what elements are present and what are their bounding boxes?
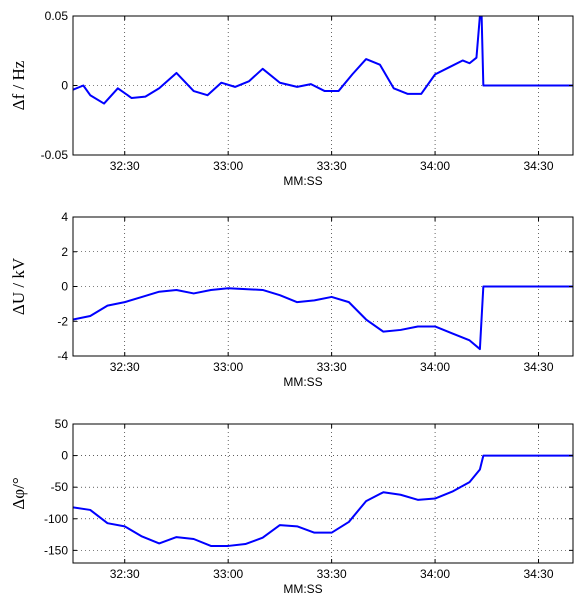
x-tick-label: 34:30	[524, 360, 554, 374]
y-axis-label: Δφ/°	[9, 477, 28, 509]
x-tick-label: 33:00	[213, 567, 243, 581]
y-tick-label: 0.05	[45, 9, 69, 23]
y-tick-label: -2	[57, 314, 68, 328]
x-tick-label: 33:30	[317, 360, 347, 374]
x-tick-label: 32:30	[110, 159, 140, 173]
y-axis-label: ΔU / kV	[9, 257, 28, 315]
x-tick-label: 34:00	[420, 360, 450, 374]
x-tick-label: 34:30	[524, 159, 554, 173]
series-line	[73, 454, 573, 547]
plot-area	[73, 424, 573, 563]
x-tick-label: 34:00	[420, 159, 450, 173]
y-tick-label: 2	[61, 245, 68, 259]
x-tick-label: 32:30	[110, 360, 140, 374]
x-axis-label: MM:SS	[283, 174, 322, 188]
axes-frame	[72, 423, 574, 564]
y-tick-label: -100	[44, 512, 68, 526]
x-tick-label: 34:00	[420, 567, 450, 581]
x-tick-label: 33:00	[213, 360, 243, 374]
x-axis-label: MM:SS	[283, 582, 322, 596]
x-tick-label: 34:30	[524, 567, 554, 581]
chart-1: 32:30 33:00 33:30 34:00 34:30 -0.05 0 0.05 MM:SS…	[9, 9, 574, 188]
y-tick-label: 0	[61, 79, 68, 93]
y-axis-label: Δf / Hz	[9, 60, 28, 110]
y-tick-label: -150	[44, 543, 68, 557]
x-axis-label: MM:SS	[283, 375, 322, 389]
y-tick-label: 0	[61, 449, 68, 463]
y-tick-label: -4	[57, 349, 68, 363]
y-tick-label: 50	[55, 417, 69, 431]
y-tick-label: -0.05	[41, 148, 69, 162]
y-tick-label: 4	[61, 210, 68, 224]
series-line	[73, 16, 573, 105]
x-tick-label: 33:00	[213, 159, 243, 173]
chart-3: 32:30 33:00 33:30 34:00 34:30 -150 -100 -50 0 50 M…	[9, 417, 574, 596]
series-line	[73, 285, 573, 351]
y-tick-label: 0	[61, 280, 68, 294]
x-tick-label: 33:30	[317, 567, 347, 581]
x-tick-label: 32:30	[110, 567, 140, 581]
y-tick-label: -50	[51, 480, 69, 494]
x-tick-label: 33:30	[317, 159, 347, 173]
chart-2: 32:30 33:00 33:30 34:00 34:30 -4 -2 0 2 4 MM:SS ΔU …	[9, 210, 574, 389]
